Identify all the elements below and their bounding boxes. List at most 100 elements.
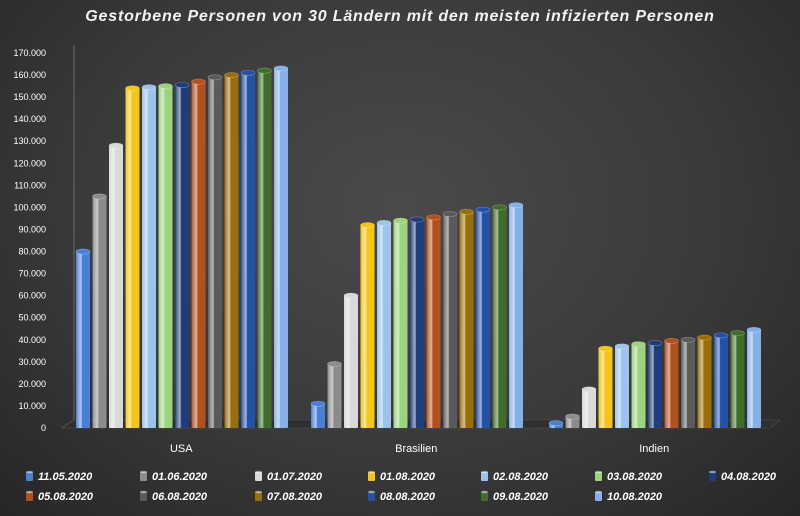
bar bbox=[257, 67, 272, 428]
bar-cap bbox=[393, 217, 408, 224]
bar-cap bbox=[207, 74, 223, 81]
bar bbox=[343, 292, 359, 428]
bar-shading bbox=[257, 70, 272, 428]
bar bbox=[273, 65, 289, 429]
bar-cap bbox=[191, 78, 206, 85]
bar bbox=[158, 83, 173, 429]
bar bbox=[442, 211, 458, 428]
legend-swatch-cap bbox=[368, 490, 375, 494]
bar-cap bbox=[713, 332, 729, 339]
y-tick-label: 50.000 bbox=[18, 313, 46, 323]
y-tick-label: 150.000 bbox=[13, 92, 46, 102]
legend-item: 01.06.2020 bbox=[140, 470, 208, 483]
legend-swatch-cap bbox=[595, 490, 602, 494]
y-tick-label: 40.000 bbox=[18, 335, 46, 345]
y-tick-label: 140.000 bbox=[13, 114, 46, 124]
bar-shading bbox=[714, 335, 728, 428]
bar bbox=[310, 400, 326, 428]
bar-cap bbox=[343, 292, 359, 299]
bar-cap bbox=[310, 400, 326, 407]
bar-shading bbox=[565, 416, 580, 428]
bar-cap bbox=[426, 214, 441, 221]
bar-shading bbox=[459, 211, 474, 428]
bar-shading bbox=[208, 77, 222, 428]
legend-swatch-cap bbox=[140, 490, 147, 494]
y-tick-label: 60.000 bbox=[18, 291, 46, 301]
bar bbox=[240, 69, 256, 429]
bar bbox=[548, 420, 564, 428]
bar-cap bbox=[746, 326, 762, 333]
legend-label: 01.07.2020 bbox=[267, 471, 323, 483]
legend-label: 06.08.2020 bbox=[152, 491, 208, 503]
legend-swatch bbox=[368, 492, 375, 501]
legend-swatch bbox=[26, 472, 33, 481]
bar-shading bbox=[344, 295, 358, 428]
legend-label: 09.08.2020 bbox=[493, 491, 549, 503]
bar bbox=[459, 208, 474, 428]
bar bbox=[697, 334, 712, 428]
y-tick-label: 100.000 bbox=[13, 202, 46, 212]
bar bbox=[191, 78, 206, 429]
bar bbox=[327, 361, 342, 428]
legend-item: 05.08.2020 bbox=[26, 490, 94, 503]
legend-swatch-cap bbox=[368, 470, 375, 474]
y-tick-label: 10.000 bbox=[18, 401, 46, 411]
bar-shading bbox=[327, 364, 342, 428]
y-tick-label: 170.000 bbox=[13, 48, 46, 58]
legend-label: 10.08.2020 bbox=[607, 491, 663, 503]
legend-item: 10.08.2020 bbox=[595, 490, 663, 503]
y-axis: 0 10.000 20.000 30.000 40.000 50.000 60.000 70.… bbox=[13, 48, 46, 433]
bar-shading bbox=[109, 145, 123, 428]
legend-swatch bbox=[255, 492, 262, 501]
legend: 11.05.2020 01.06.2020 01.07.2020 01.08.2020… bbox=[26, 470, 777, 503]
bar-shading bbox=[241, 72, 255, 429]
bar-shading bbox=[76, 251, 90, 428]
legend-item: 09.08.2020 bbox=[481, 490, 549, 503]
bar bbox=[492, 204, 507, 428]
bar bbox=[224, 72, 239, 428]
legend-label: 08.08.2020 bbox=[380, 491, 436, 503]
bar bbox=[174, 82, 190, 428]
bar-cap bbox=[327, 361, 342, 367]
bar-shading bbox=[730, 333, 745, 428]
bar-shading bbox=[158, 86, 173, 429]
legend-swatch bbox=[255, 472, 262, 481]
bar bbox=[409, 216, 425, 428]
legend-label: 04.08.2020 bbox=[721, 471, 777, 483]
bar-shading bbox=[697, 337, 712, 428]
legend-label: 05.08.2020 bbox=[38, 491, 94, 503]
y-tick-label: 80.000 bbox=[18, 247, 46, 257]
bar bbox=[614, 343, 630, 428]
bar bbox=[647, 340, 663, 428]
bar bbox=[207, 74, 223, 428]
bar-shading bbox=[476, 209, 490, 428]
bar-cap bbox=[376, 219, 392, 226]
bar-shading bbox=[615, 346, 629, 428]
bar-cap bbox=[141, 84, 157, 91]
bar-shading bbox=[311, 403, 325, 428]
x-tick-label: USA bbox=[170, 443, 193, 455]
bar-cap bbox=[614, 343, 630, 350]
bars bbox=[75, 65, 762, 429]
bar-cap bbox=[697, 334, 712, 341]
legend-swatch bbox=[481, 492, 488, 501]
legend-item: 03.08.2020 bbox=[595, 470, 663, 483]
bar-shading bbox=[426, 217, 441, 428]
x-axis: USA Brasilien Indien bbox=[170, 443, 669, 455]
x-tick-label: Brasilien bbox=[395, 443, 437, 455]
bar-shading bbox=[92, 196, 107, 428]
bar-cap bbox=[108, 142, 124, 149]
bar-cap bbox=[730, 330, 745, 337]
bar bbox=[730, 330, 745, 428]
bar bbox=[376, 219, 392, 428]
bar bbox=[631, 341, 646, 428]
y-tick-label: 130.000 bbox=[13, 136, 46, 146]
legend-swatch bbox=[26, 492, 33, 501]
bar-cap bbox=[224, 72, 239, 78]
bar-cap bbox=[492, 204, 507, 211]
bar bbox=[713, 332, 729, 428]
x-tick-label: Indien bbox=[639, 443, 669, 455]
bar-cap bbox=[125, 85, 140, 92]
bar-shading bbox=[582, 389, 596, 428]
bar-shading bbox=[393, 220, 408, 428]
